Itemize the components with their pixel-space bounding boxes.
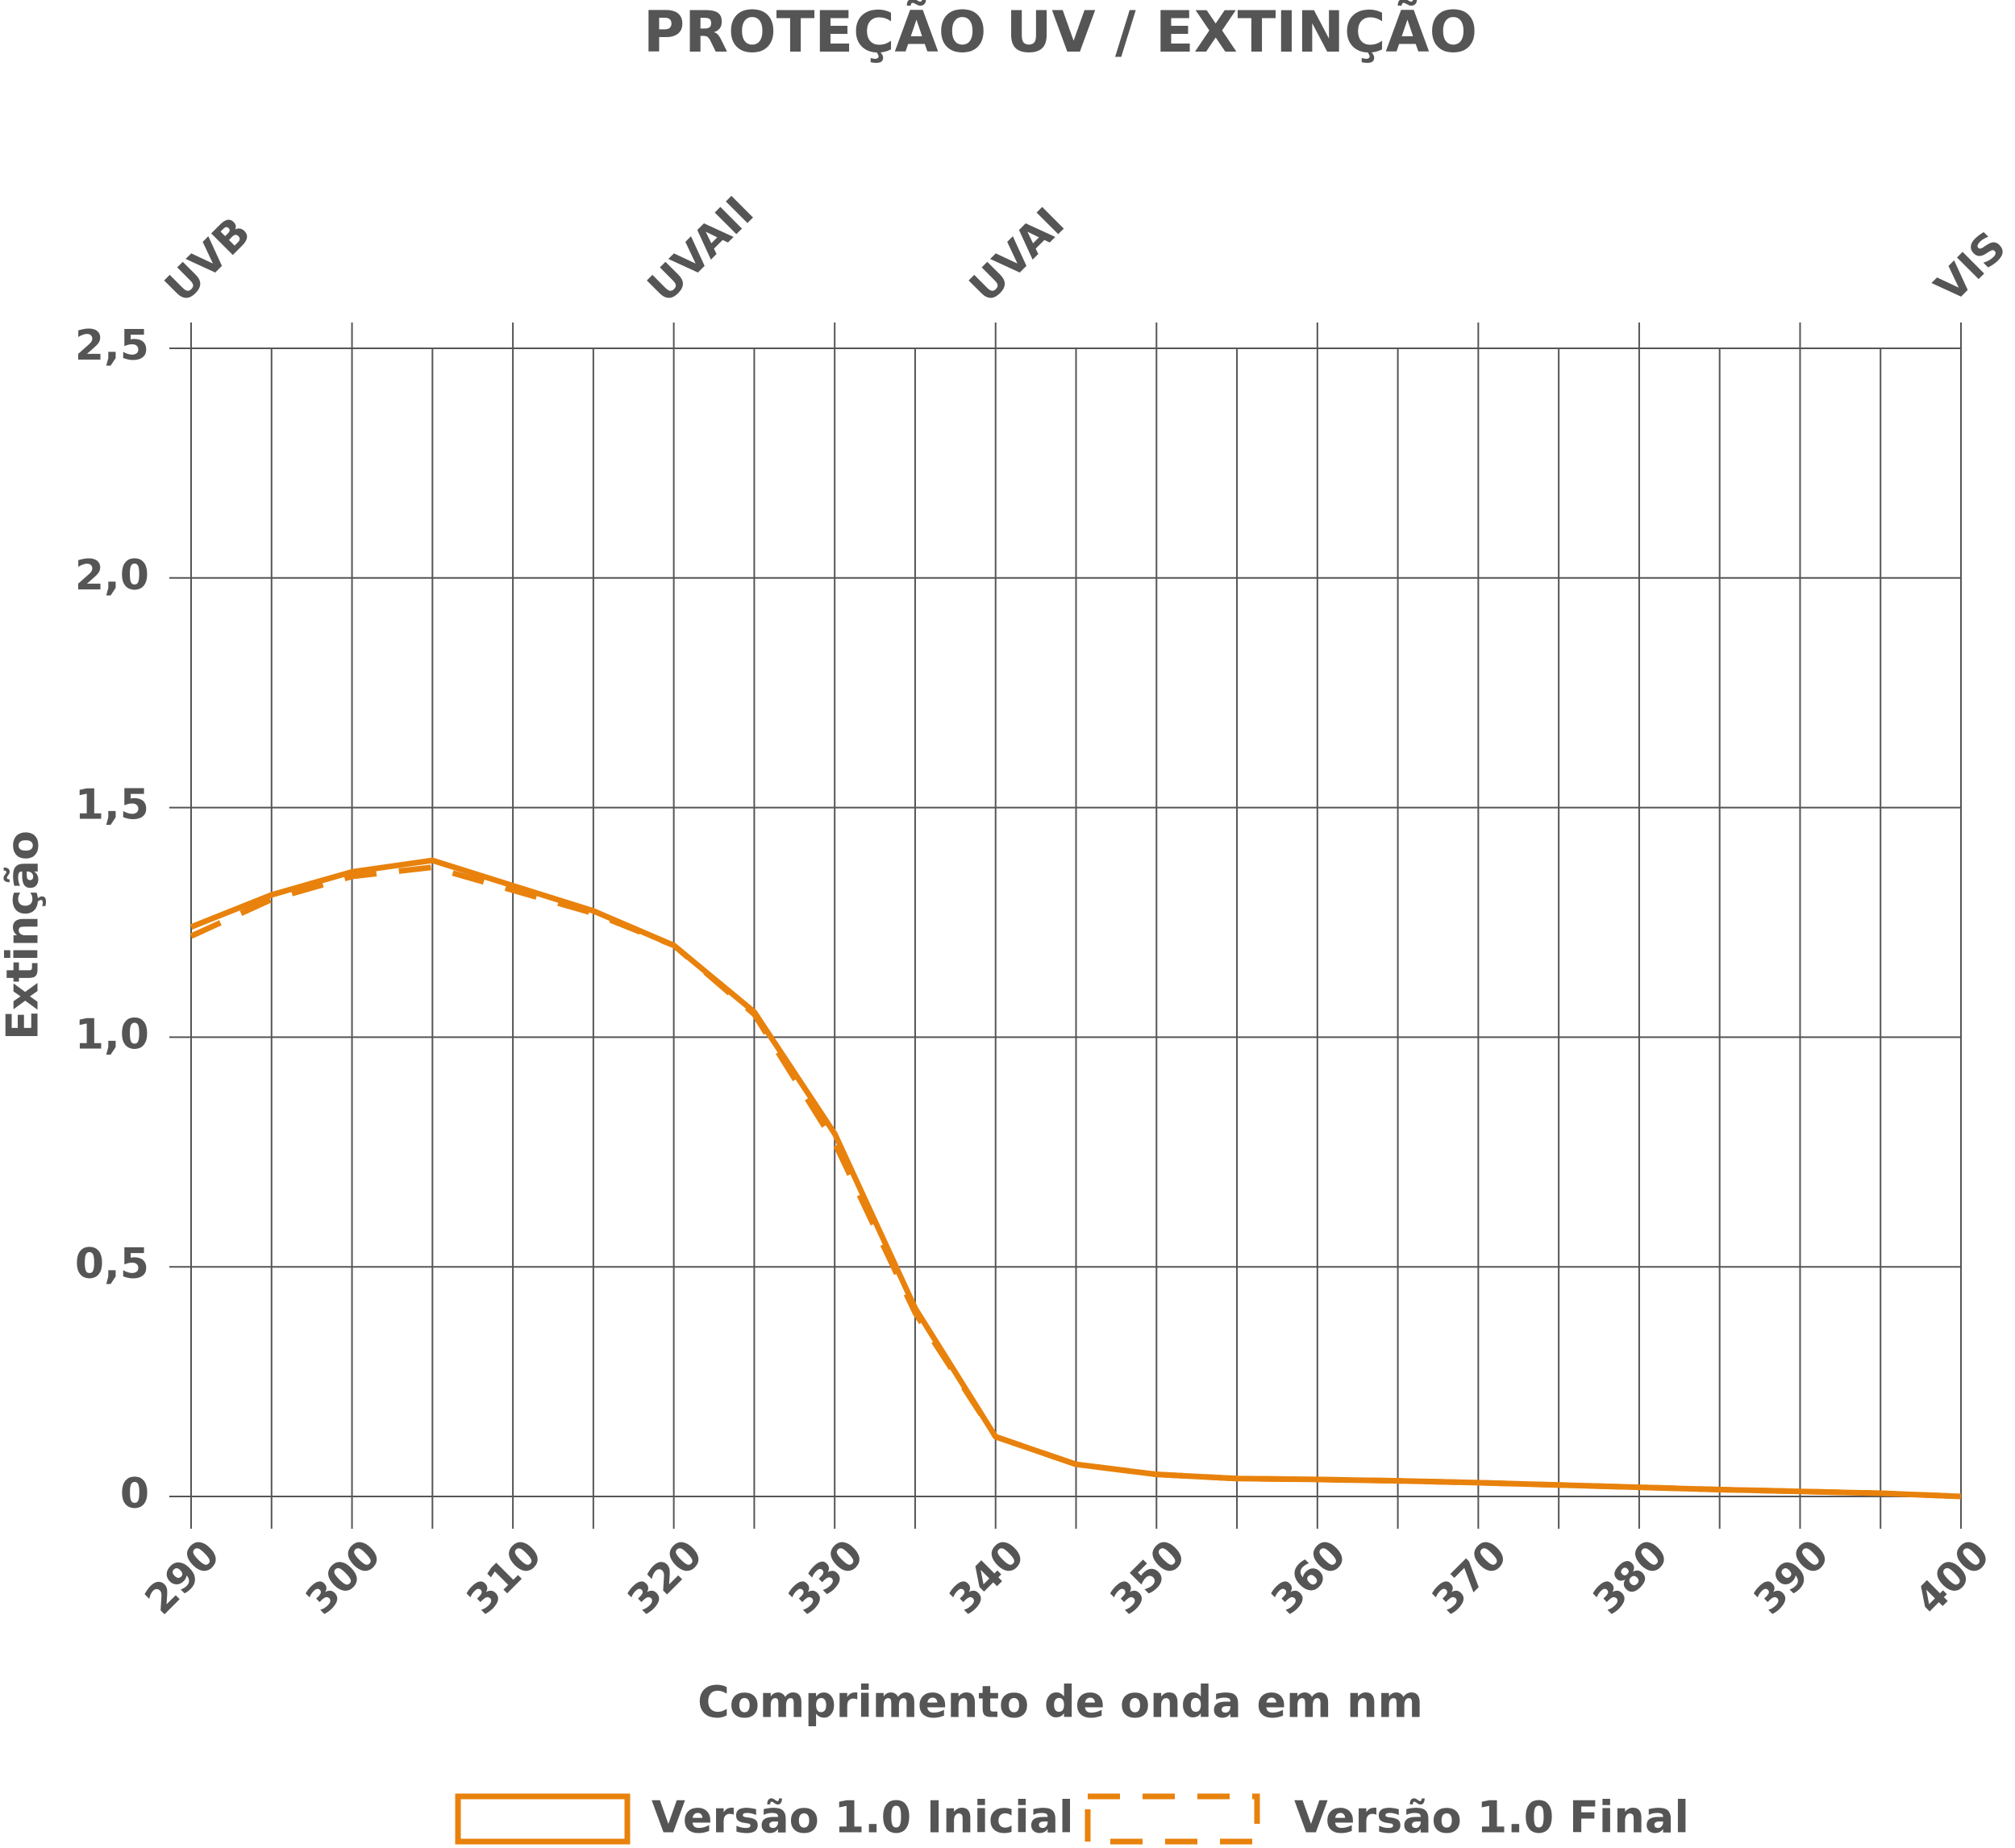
x-tick-label: 360 [1263, 1530, 1355, 1623]
legend-swatch [1085, 1793, 1260, 1845]
band-label: UVAI [960, 199, 1073, 312]
x-tick-label: 310 [458, 1530, 551, 1623]
x-tick-label: 350 [1101, 1530, 1194, 1623]
series-line [189, 864, 1962, 1500]
y-tick-label: 2,5 [75, 322, 149, 370]
x-tick-label: 380 [1584, 1530, 1677, 1623]
x-tick-label: 340 [940, 1530, 1033, 1623]
x-tick-label: 390 [1745, 1530, 1838, 1623]
y-tick-label: 0 [120, 1470, 149, 1518]
legend-label: Versão 1.0 Final [1294, 1792, 1689, 1843]
chart-title: PROTEÇÃO UV / EXTINÇÃO [643, 0, 1477, 65]
x-tick-label: 330 [780, 1530, 872, 1623]
band-label: UVB [156, 208, 260, 312]
y-tick-label: 1,5 [75, 781, 149, 830]
x-tick-label: 290 [136, 1530, 229, 1623]
x-tick-label: 300 [297, 1530, 389, 1623]
band-label: VIS [1926, 223, 2015, 312]
y-axis-label: Extinção [0, 830, 48, 1040]
legend-swatch [455, 1793, 631, 1845]
y-tick-label: 1,0 [75, 1010, 149, 1059]
x-tick-label: 370 [1423, 1530, 1516, 1623]
y-tick-label: 0,5 [75, 1240, 149, 1288]
y-tick-label: 2,0 [75, 551, 149, 600]
legend-label: Versão 1.0 Inicial [652, 1792, 1074, 1843]
x-tick-label: 400 [1906, 1530, 1999, 1623]
x-tick-label: 320 [618, 1530, 711, 1623]
x-axis-label: Comprimento de onda em nm [697, 1677, 1423, 1728]
band-label: UVAII [639, 188, 763, 312]
